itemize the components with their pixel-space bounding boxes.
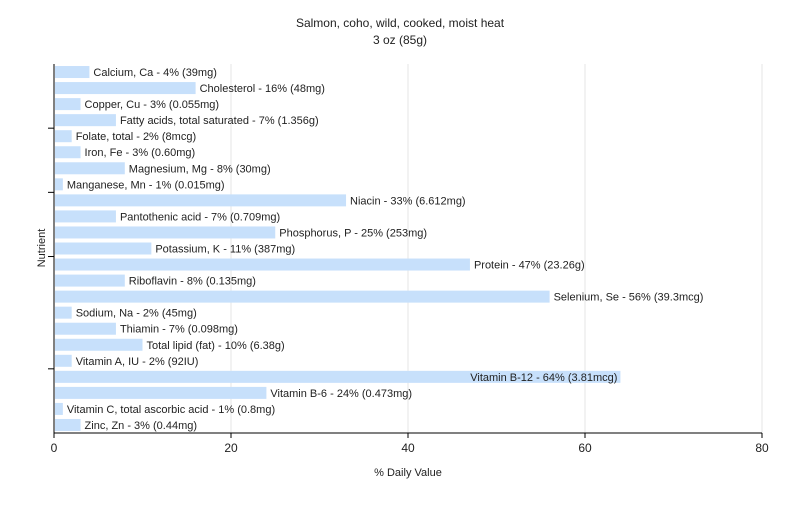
data-label: Riboflavin - 8% (0.135mg) bbox=[129, 276, 256, 288]
bar bbox=[55, 370, 621, 383]
chart-subtitle: 3 oz (85g) bbox=[373, 33, 427, 47]
x-tick-label: 80 bbox=[755, 441, 769, 455]
data-label: Fatty acids, total saturated - 7% (1.356… bbox=[120, 115, 319, 127]
data-label: Calcium, Ca - 4% (39mg) bbox=[93, 67, 216, 79]
bar bbox=[55, 82, 196, 95]
bar bbox=[55, 146, 81, 159]
bar bbox=[55, 114, 116, 127]
x-tick-label: 40 bbox=[401, 441, 415, 455]
axes: 0 20 40 60 80 bbox=[48, 64, 769, 455]
x-tick-label: 20 bbox=[224, 441, 238, 455]
data-label: Potassium, K - 11% (387mg) bbox=[155, 244, 295, 256]
y-axis-label: Nutrient bbox=[36, 229, 48, 268]
bar bbox=[55, 306, 72, 319]
data-label: Niacin - 33% (6.612mg) bbox=[350, 195, 466, 207]
data-label: Vitamin B-6 - 24% (0.473mg) bbox=[270, 388, 412, 400]
bar bbox=[55, 386, 267, 399]
bar bbox=[55, 162, 125, 175]
bar bbox=[55, 210, 116, 223]
data-label: Thiamin - 7% (0.098mg) bbox=[120, 324, 238, 336]
x-tick-label: 0 bbox=[51, 441, 58, 455]
data-label: Total lipid (fat) - 10% (6.38g) bbox=[147, 340, 285, 352]
data-label: Sodium, Na - 2% (45mg) bbox=[76, 308, 197, 320]
bar bbox=[55, 402, 63, 415]
bar bbox=[55, 98, 81, 111]
bar bbox=[55, 338, 143, 351]
data-label: Vitamin B-12 - 64% (3.81mcg) bbox=[470, 372, 617, 384]
bar bbox=[55, 354, 72, 367]
data-label: Zinc, Zn - 3% (0.44mg) bbox=[85, 420, 197, 432]
data-label: Magnesium, Mg - 8% (30mg) bbox=[129, 163, 271, 175]
data-label: Vitamin C, total ascorbic acid - 1% (0.8… bbox=[67, 404, 275, 416]
x-axis-label: % Daily Value bbox=[374, 467, 442, 479]
data-label: Iron, Fe - 3% (0.60mg) bbox=[85, 147, 196, 159]
data-label: Manganese, Mn - 1% (0.015mg) bbox=[67, 179, 225, 191]
bar bbox=[55, 258, 470, 271]
data-label: Pantothenic acid - 7% (0.709mg) bbox=[120, 211, 280, 223]
chart-title: Salmon, coho, wild, cooked, moist heat bbox=[296, 16, 505, 30]
bar bbox=[55, 130, 72, 143]
bar bbox=[55, 274, 125, 287]
bars: Calcium, Ca - 4% (39mg) Cholesterol - 16%… bbox=[55, 66, 703, 432]
data-label: Phosphorus, P - 25% (253mg) bbox=[279, 227, 427, 239]
bar bbox=[55, 290, 550, 303]
data-label: Copper, Cu - 3% (0.055mg) bbox=[85, 99, 220, 111]
bar bbox=[55, 322, 116, 335]
bar bbox=[55, 66, 90, 79]
bar bbox=[55, 194, 347, 207]
x-tick-label: 60 bbox=[578, 441, 592, 455]
bar bbox=[55, 226, 276, 239]
data-label: Cholesterol - 16% (48mg) bbox=[200, 83, 325, 95]
data-label: Selenium, Se - 56% (39.3mcg) bbox=[554, 292, 704, 304]
bar bbox=[55, 242, 152, 255]
data-label: Vitamin A, IU - 2% (92IU) bbox=[76, 356, 199, 368]
data-label: Folate, total - 2% (8mcg) bbox=[76, 131, 196, 143]
bar bbox=[55, 178, 63, 191]
data-label: Protein - 47% (23.26g) bbox=[474, 260, 585, 272]
bar bbox=[55, 418, 81, 431]
